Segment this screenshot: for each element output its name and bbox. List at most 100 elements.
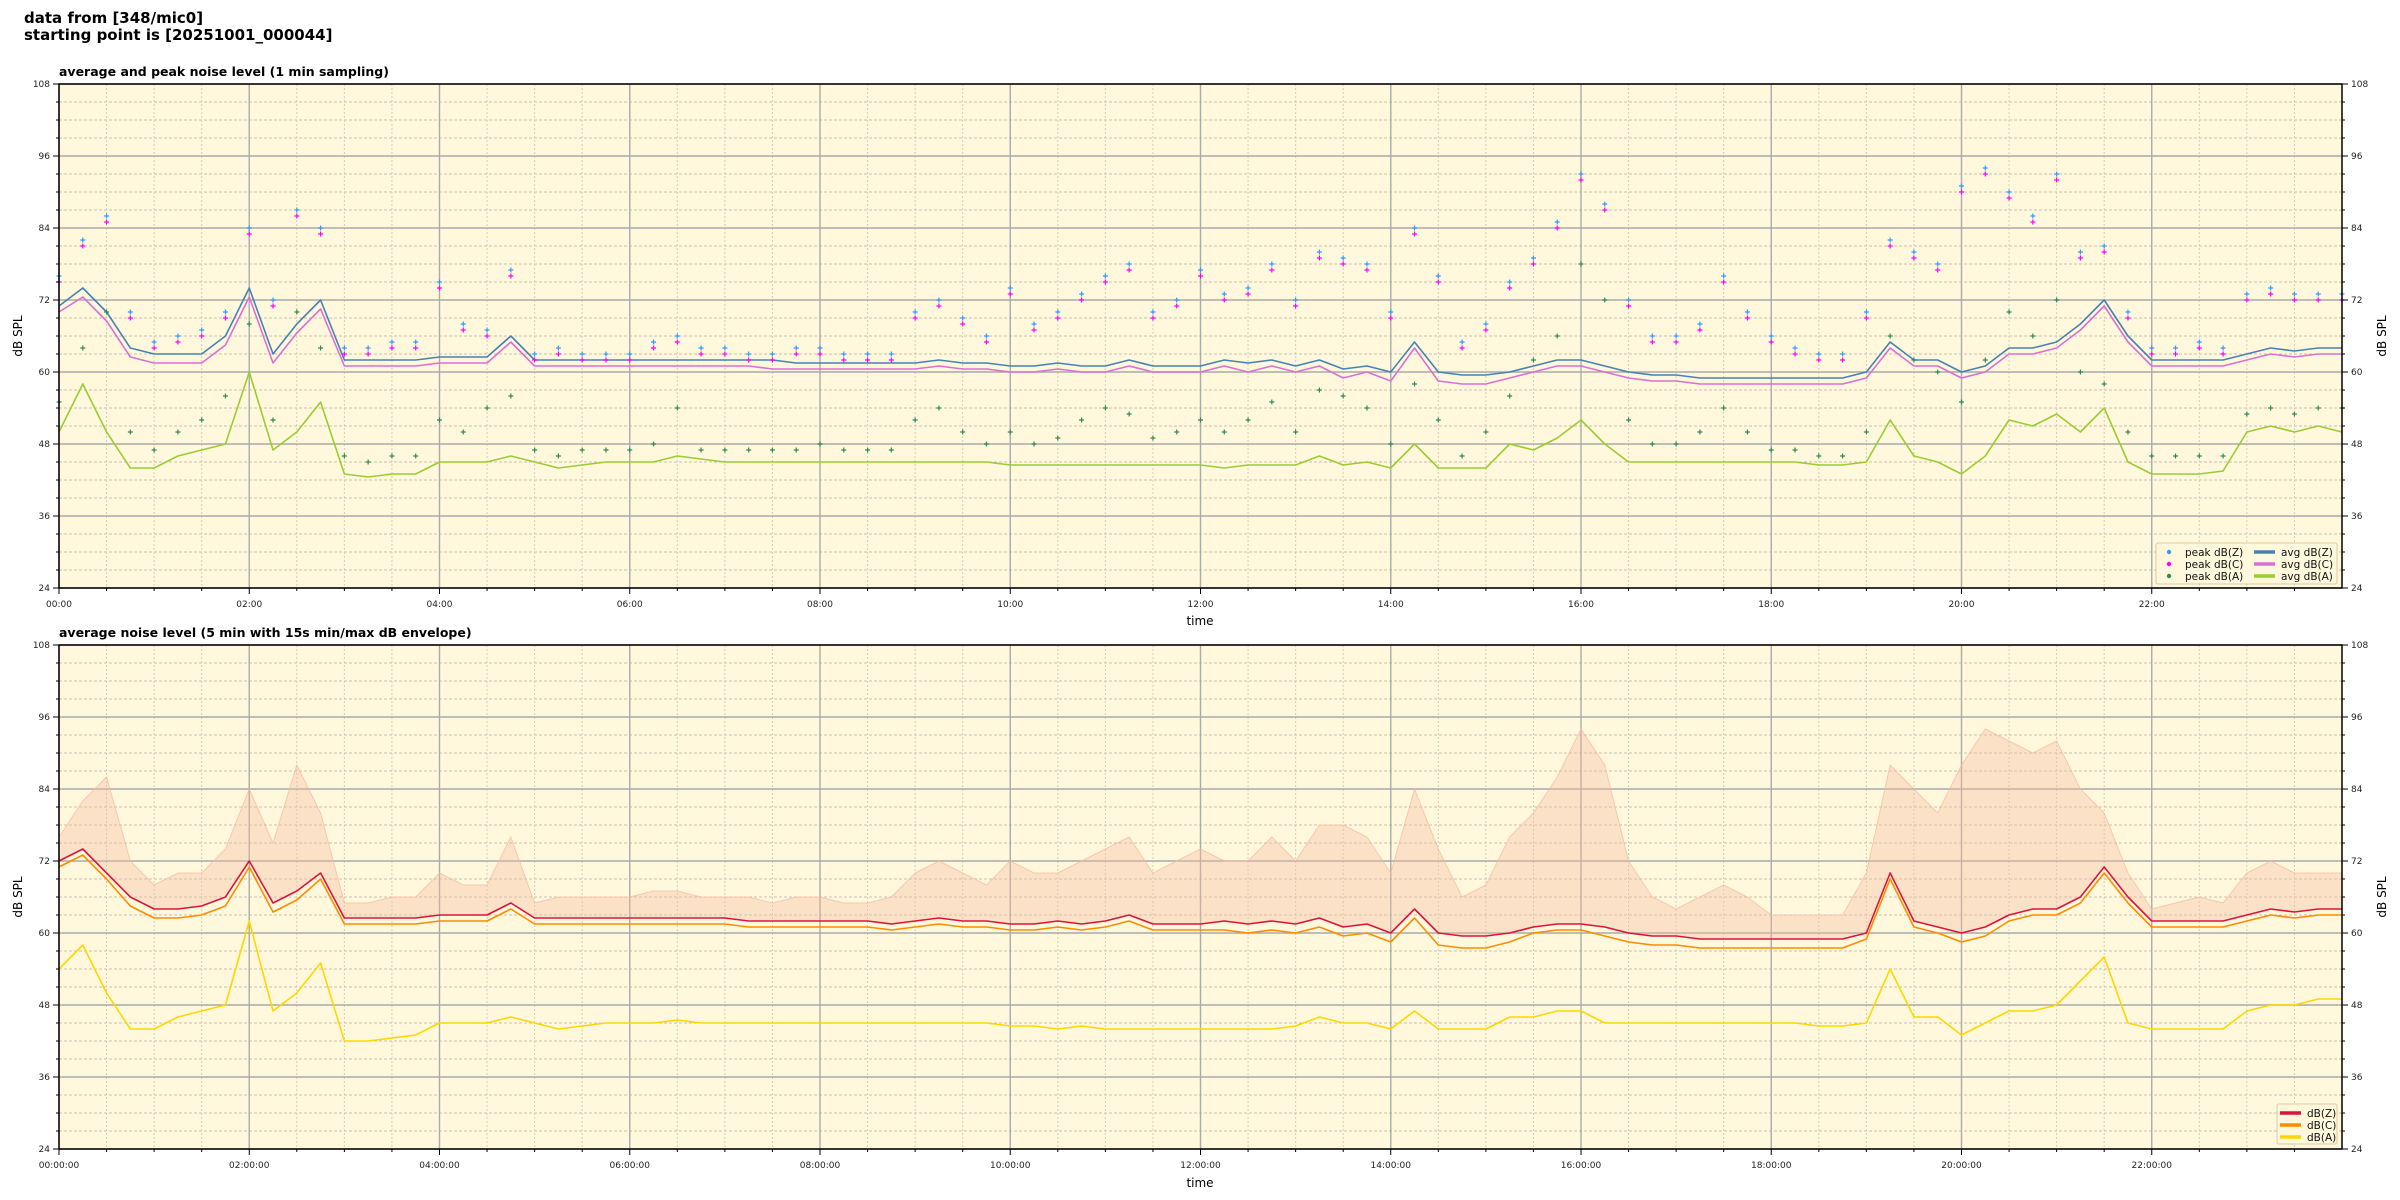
peak-marker [865,447,871,453]
y-tick-label: 108 [2351,80,2368,90]
peak-marker [1507,279,1513,285]
x-axis-label: time [1186,614,1213,628]
peak-marker [1055,309,1061,315]
peak-marker [1435,279,1441,285]
series-line-avg dB(Z) [58,287,2342,379]
peak-marker [1174,297,1180,303]
peak-marker [1697,327,1703,333]
peak-marker [722,447,728,453]
chart-average-envelope: average noise level (5 min with 15s min/… [11,625,2389,1190]
peak-marker [2220,345,2226,351]
peak-marker [746,357,752,363]
y-tick-label: 108 [2351,641,2368,651]
peak-marker [2125,309,2131,315]
peak-marker [1744,315,1750,321]
peak-marker [1316,249,1322,255]
peak-marker [1816,453,1822,459]
peak-marker [175,333,181,339]
peak-marker [1031,441,1037,447]
peak-marker [2125,315,2131,321]
peak-marker [1245,417,1251,423]
peak-marker [508,393,514,399]
peak-marker [1935,369,1941,375]
peak-marker [1507,285,1513,291]
peak-marker [1602,201,1608,207]
peak-marker [341,345,347,351]
peak-marker [1959,399,1964,405]
peak-marker [1483,429,1489,435]
peak-marker [1483,327,1489,333]
peak-marker [365,345,371,351]
peak-marker [1293,429,1299,435]
peak-marker [1316,387,1322,393]
peak-marker [1126,261,1132,267]
peak-marker [746,447,752,453]
peak-marker [318,225,324,231]
peak-marker [1388,315,1394,321]
peak-marker [1507,393,1513,399]
peak-marker [2268,405,2274,411]
peak-marker [1887,333,1893,339]
peak-marker [841,447,847,453]
peak-marker [2054,177,2060,183]
peak-marker [1102,405,1108,411]
peak-marker [579,357,585,363]
peak-marker [2196,339,2202,345]
peak-marker [1554,219,1560,225]
peak-marker [127,429,133,435]
peak-marker [1126,267,1132,273]
peak-marker [2244,411,2250,417]
peak-marker [1554,225,1560,231]
peak-marker [769,447,775,453]
peak-marker [1198,267,1203,273]
peak-marker [127,315,133,321]
legend-marker-peak dB(A) [2166,573,2172,579]
peak-marker [1174,303,1180,309]
peak-marker [1245,285,1251,291]
peak-marker [1840,453,1846,459]
y-tick-label: 96 [39,713,51,723]
peak-marker [1982,357,1988,363]
peak-marker [484,327,490,333]
peak-marker [1816,351,1822,357]
peak-marker [1649,339,1655,345]
peak-marker [1102,273,1108,279]
peak-marker [1911,249,1917,255]
x-tick-label: 12:00 [1188,600,1214,610]
peak-marker [1673,441,1679,447]
peak-marker [80,243,86,249]
peak-marker [1935,261,1941,267]
x-tick-label: 00:00 [46,600,72,610]
peak-marker [1055,315,1061,321]
chart-title: average noise level (5 min with 15s min/… [59,625,472,640]
peak-marker [2220,453,2226,459]
legend-label: avg dB(C) [2281,559,2333,571]
x-tick-label: 08:00 [807,600,833,610]
peak-marker [270,297,276,303]
peak-marker [222,315,228,321]
y-tick-label: 72 [2351,857,2362,867]
peak-marker [1412,225,1418,231]
legend-label: dB(A) [2307,1132,2336,1144]
peak-marker [1031,327,1037,333]
peak-marker [1150,435,1156,441]
peak-marker [1840,357,1846,363]
peak-marker [175,429,181,435]
peak-marker [746,351,752,357]
peak-marker [1412,381,1418,387]
peak-marker [2030,333,2036,339]
peak-marker [151,339,157,345]
peak-marker [555,345,561,351]
peak-marker [484,333,490,339]
peak-marker [508,273,514,279]
peak-marker [127,309,133,315]
legend: dB(Z)dB(C)dB(A) [2276,1103,2338,1145]
peak-marker [1435,273,1441,279]
peak-marker [460,327,466,333]
peak-marker [1364,267,1370,273]
y-tick-label: 84 [39,224,51,234]
peak-marker [1269,261,1275,267]
x-tick-label: 18:00:00 [1751,1161,1792,1171]
peak-marker [1007,429,1013,435]
legend-label: peak dB(A) [2185,571,2243,583]
